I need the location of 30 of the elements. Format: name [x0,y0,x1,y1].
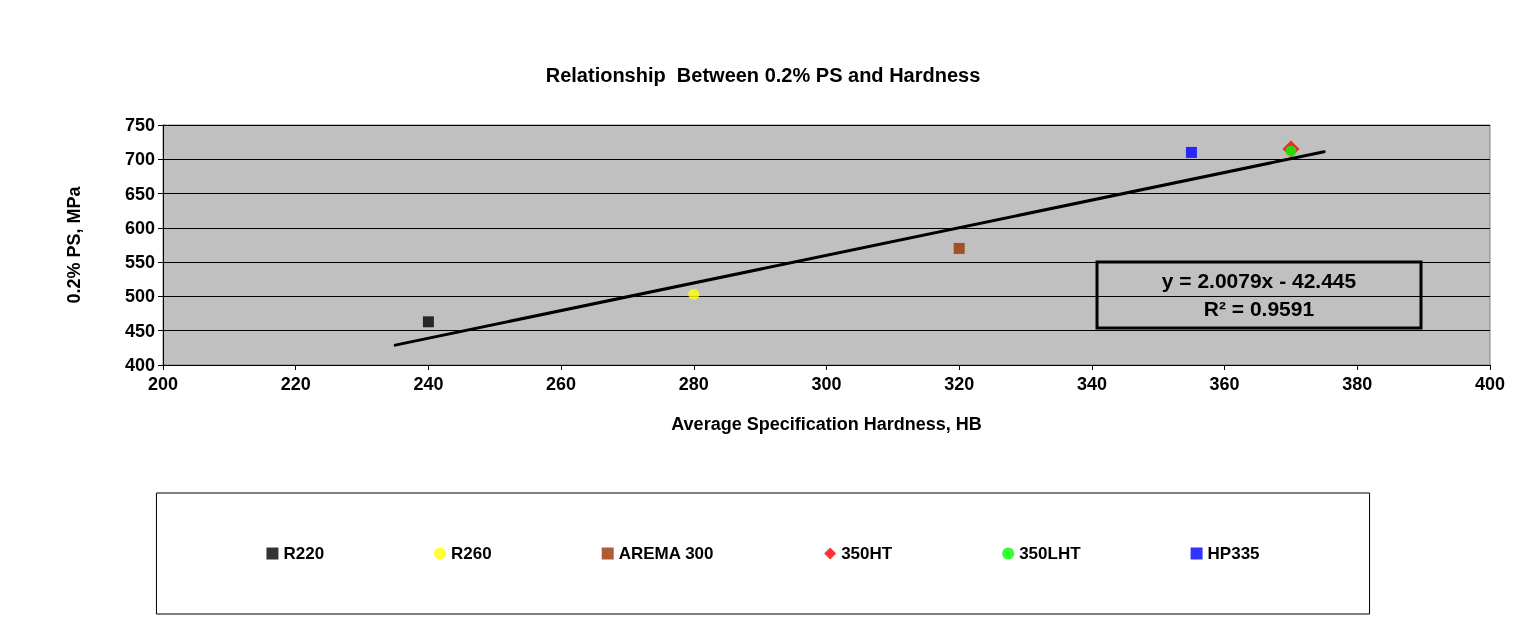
legend-label: 350HT [841,544,893,563]
x-tick-label: 260 [546,374,577,394]
x-axis-title: Average Specification Hardness, HB [671,414,982,434]
y-tick-label: 600 [124,217,155,238]
x-tick-label: 240 [413,374,444,394]
y-tick-label: 650 [124,183,155,204]
legend-label: AREMA 300 [618,544,714,563]
y-tick-label: 450 [124,320,155,341]
y-tick-label: 500 [124,286,155,307]
y-tick-label: 700 [124,149,155,170]
x-tick-label: 280 [678,374,709,394]
x-tick-label: 400 [1474,374,1506,394]
x-tick-label: 360 [1209,374,1240,394]
x-tick-label: 200 [147,374,179,394]
annotation: y = 2.0079x - 42.445 [1161,269,1357,292]
y-axis-title: 0.2% PS, MPa [64,185,84,304]
legend-label: R220 [283,544,325,563]
legend-label: R260 [451,544,492,563]
chart-title: Relationship Between 0.2% PS and Hardness [545,64,981,86]
x-tick-label: 300 [811,374,842,394]
y-tick-label: 750 [124,115,155,135]
y-tick-label: 400 [124,355,155,375]
annotation: R² = 0.9591 [1203,297,1315,320]
x-tick-label: 340 [1076,374,1107,394]
legend-label: 350LHT [1019,544,1082,563]
y-tick-label: 550 [124,252,155,273]
x-tick-label: 320 [944,374,975,394]
x-tick-label: 380 [1342,374,1373,394]
x-tick-label: 220 [280,374,311,394]
legend-label: HP335 [1207,544,1260,563]
